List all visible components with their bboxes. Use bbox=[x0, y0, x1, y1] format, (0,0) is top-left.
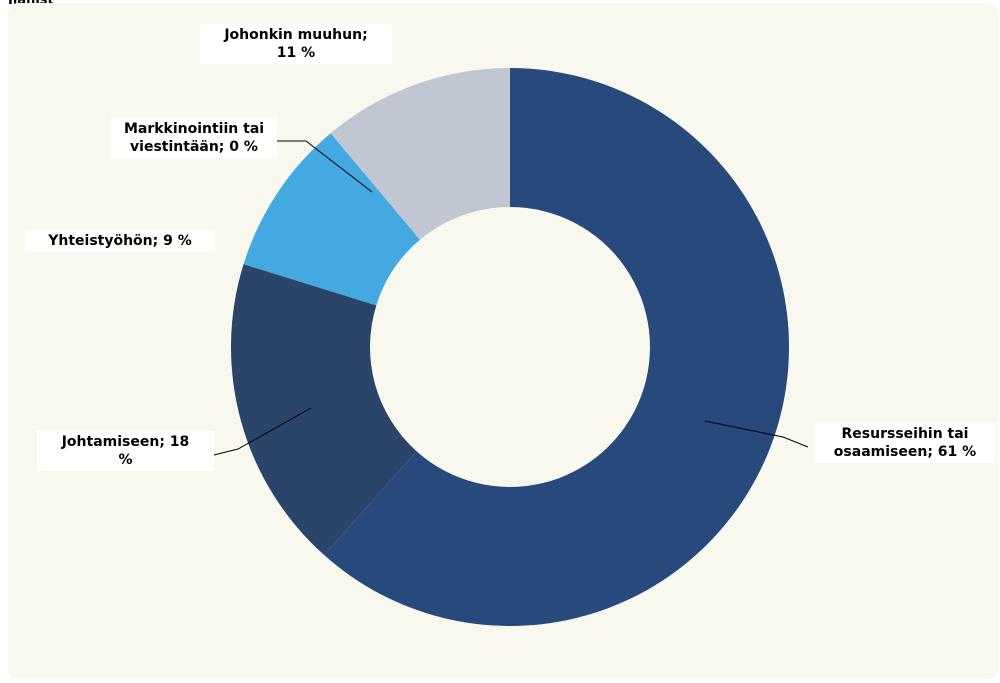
slice-label-line: viestintään; 0 % bbox=[130, 139, 258, 155]
donut-chart bbox=[213, 68, 809, 626]
slice-label-line: Johtamiseen; 18 bbox=[61, 434, 190, 450]
slice-label-line: Resursseihin tai bbox=[841, 426, 969, 442]
leader-line-0 bbox=[704, 420, 809, 448]
donut-slice-0 bbox=[323, 68, 789, 626]
donut-slice-2 bbox=[243, 133, 421, 306]
slice-label-line: osaamiseen; 61 % bbox=[833, 444, 977, 460]
slice-label-line: 11 % bbox=[276, 45, 316, 61]
leader-line-3 bbox=[277, 140, 373, 193]
donut-slice-4 bbox=[330, 68, 510, 240]
slice-label-2: Yhteistyöhön; 9 % bbox=[25, 230, 215, 252]
slice-label-0: Resursseihin tai osaamiseen; 61 % bbox=[815, 423, 995, 463]
plot-area: Resursseihin tai osaamiseen; 61 % Johtamis… bbox=[8, 3, 998, 679]
slice-label-1: Johtamiseen; 18% bbox=[37, 431, 214, 471]
donut-slice-1 bbox=[231, 264, 417, 555]
slice-label-4: Johonkin muuhun; 11 % bbox=[200, 24, 392, 64]
slice-label-line: % bbox=[118, 452, 133, 468]
leader-line-1 bbox=[213, 407, 312, 456]
slice-label-3: Markkinointiin tai viestintään; 0 % bbox=[111, 118, 277, 158]
slice-label-line: Markkinointiin tai bbox=[123, 121, 265, 137]
slice-label-line: Yhteistyöhön; 9 % bbox=[48, 233, 192, 249]
slice-label-line: Johonkin muuhun; bbox=[224, 27, 368, 43]
